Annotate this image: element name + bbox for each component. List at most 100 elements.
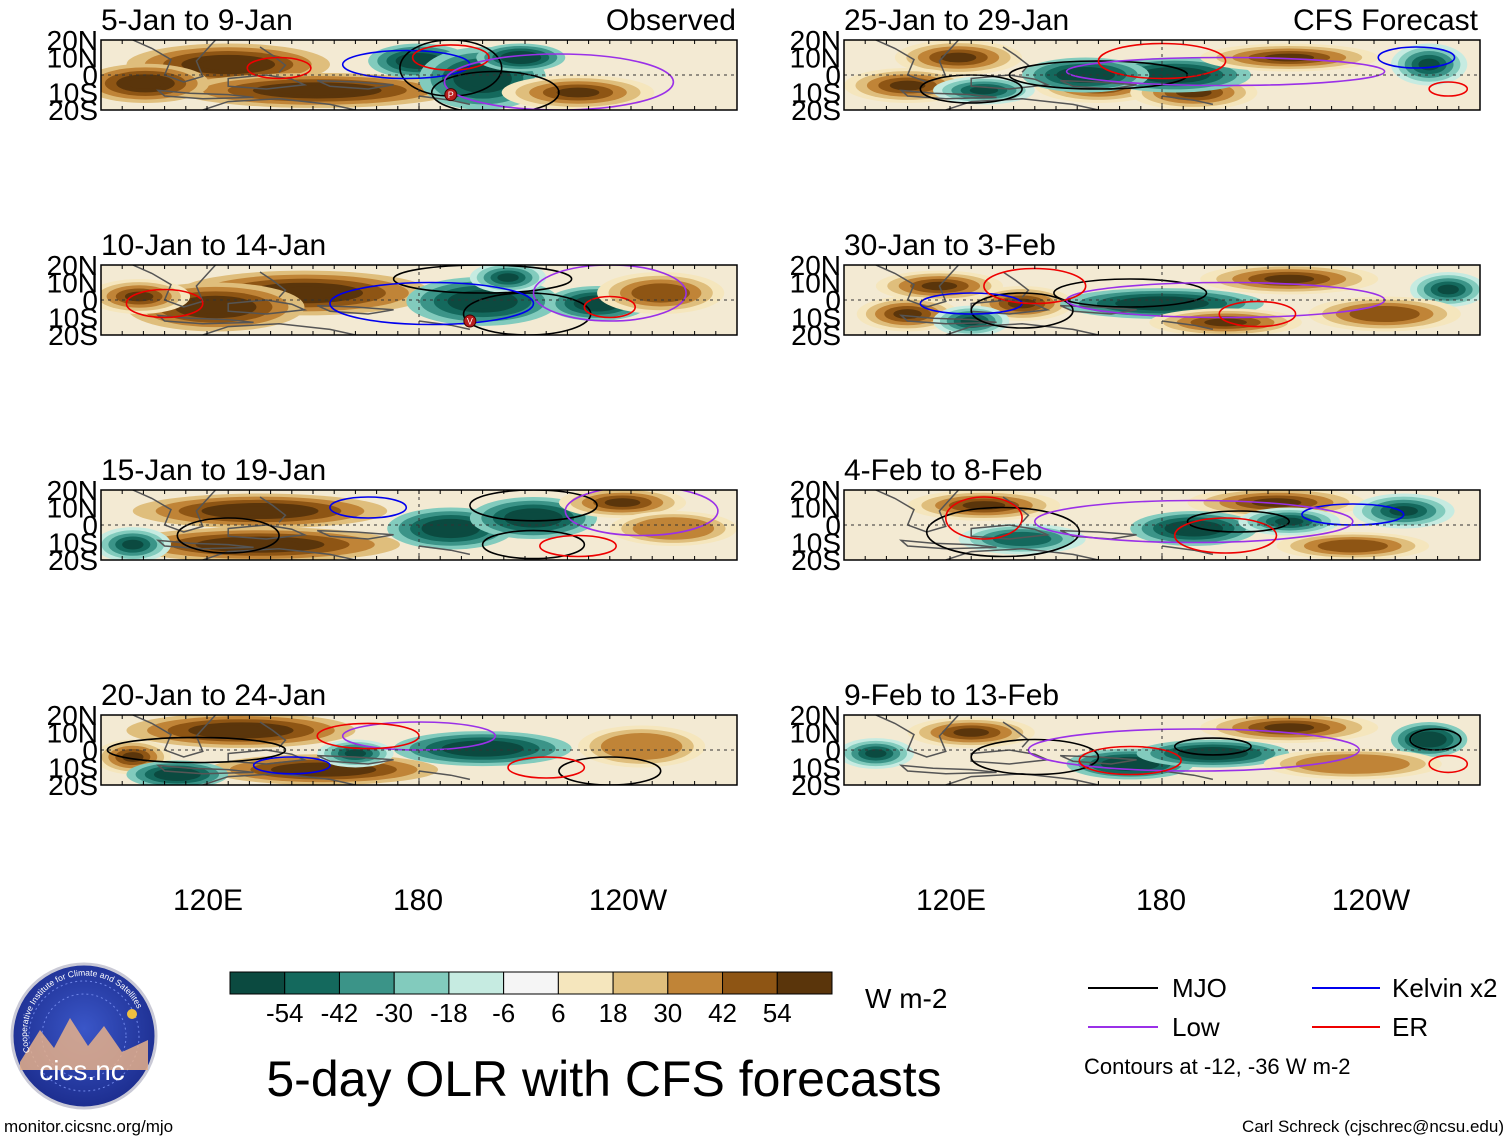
legend-label-mjo: MJO [1172, 973, 1227, 1003]
lat-label: 20N [790, 250, 841, 281]
colorbar-tick-label: 30 [653, 998, 682, 1028]
contour-er [1428, 81, 1469, 97]
lat-label: 20N [790, 25, 841, 56]
lat-label: 20N [790, 700, 841, 731]
colorbar-swatch [557, 971, 614, 995]
olr-anomaly [1264, 723, 1315, 732]
olr-anomaly [1191, 749, 1235, 758]
coastline [945, 548, 1099, 560]
contour-low [532, 265, 687, 322]
contour-er [1078, 745, 1182, 776]
coastline [970, 524, 1051, 540]
contour-mjo [925, 506, 1081, 558]
lat-label: 20N [790, 475, 841, 506]
olr-anomaly [457, 743, 508, 754]
coastline [132, 715, 217, 758]
colorbar-swatch [612, 971, 669, 995]
cicsnc-logo: Cooperative Institute for Climate and Sa… [10, 962, 158, 1110]
lat-label: 20N [47, 250, 98, 281]
lat-label: 10S [48, 303, 98, 334]
lat-label: 20S [48, 95, 98, 126]
olr-anomaly [889, 80, 926, 91]
colorbar-swatch [722, 971, 778, 995]
contour-mjo [481, 529, 586, 560]
colorbar-tick-label: -42 [321, 998, 359, 1028]
contour-mjo [469, 490, 598, 522]
contour-mjo [558, 756, 662, 785]
colorbar-tick-label: 18 [599, 998, 628, 1028]
lon-label-120e-left: 120E [173, 884, 243, 917]
coastline [227, 524, 308, 540]
lat-label: 10N [47, 43, 98, 74]
lat-label: 0 [825, 285, 841, 316]
lat-label: 10N [790, 268, 841, 299]
lat-label: 20S [791, 95, 841, 126]
contour-mjo [430, 70, 560, 110]
contour-kelvin [329, 281, 535, 326]
coastline [1059, 754, 1137, 765]
olr-anomaly [556, 87, 600, 98]
lat-label: 10S [48, 753, 98, 784]
olr-anomaly [631, 283, 690, 303]
contour-er [583, 295, 637, 319]
logo-text: cics.nc [39, 1055, 125, 1086]
coastline [259, 46, 287, 73]
olr-anomaly [1067, 70, 1104, 80]
lat-label: 20N [47, 25, 98, 56]
contour-er [1173, 517, 1278, 554]
legend-label-low: Low [1172, 1012, 1220, 1042]
panel-title: 4-Feb to 8-Feb [844, 454, 1042, 487]
footer-right: Carl Schreck (cjschrec@ncsu.edu) [1242, 1117, 1504, 1136]
coastline [316, 754, 394, 765]
cfs-forecast-label: CFS Forecast [1293, 4, 1479, 37]
lat-label: 10S [791, 753, 841, 784]
olr-anomaly [124, 291, 154, 302]
olr-anomaly [515, 512, 552, 524]
contour-mjo [1173, 737, 1252, 756]
lat-label: 20S [48, 320, 98, 351]
coastline [418, 545, 471, 556]
contour-er [944, 496, 1023, 540]
olr-anomaly [953, 728, 990, 737]
coastline [132, 490, 217, 533]
panel-title: 5-Jan to 9-Jan [101, 4, 293, 37]
olr-anomaly [1295, 754, 1410, 774]
lat-label: 0 [82, 510, 98, 541]
legend-label-er: ER [1392, 1012, 1428, 1042]
lon-label-180-right: 180 [1136, 884, 1186, 917]
lat-label: 20N [47, 700, 98, 731]
coastline [1059, 304, 1137, 315]
panel-title: 10-Jan to 14-Jan [101, 229, 326, 262]
coastline [155, 764, 254, 775]
contour-low [1065, 56, 1386, 87]
coastline [227, 299, 308, 315]
colorbar-tick-label: -6 [492, 998, 515, 1028]
contour-mjo [1053, 278, 1208, 308]
storm-marker [444, 88, 458, 102]
coastline [132, 40, 217, 83]
contour-er [1218, 300, 1297, 328]
coastline [1161, 320, 1214, 331]
colorbar-swatch [284, 971, 340, 995]
colorbar-tick-label: 42 [708, 998, 737, 1028]
lat-label: 0 [82, 285, 98, 316]
colorbar-tick-label: 6 [551, 998, 565, 1028]
contour-mjo [1409, 728, 1462, 751]
storm-marker [463, 314, 477, 328]
legend: MJO Kelvin x2 Low ER Contours at -12, -3… [1084, 973, 1498, 1079]
lat-label: 20S [791, 320, 841, 351]
coastline [202, 323, 356, 335]
contour-mjo [970, 738, 1100, 776]
coastline [418, 320, 471, 331]
coastline [898, 764, 997, 775]
lat-label: 10N [47, 718, 98, 749]
figure-title: 5-day OLR with CFS forecasts [266, 1051, 941, 1107]
olr-anomaly [497, 273, 519, 282]
lat-label: 0 [825, 510, 841, 541]
coastline [1161, 95, 1214, 106]
coastline [418, 770, 471, 781]
lon-axis-right: 120E 180 120W [916, 884, 1411, 917]
lon-axis-left: 120E 180 120W [173, 884, 668, 917]
contour-mjo [1186, 510, 1290, 533]
